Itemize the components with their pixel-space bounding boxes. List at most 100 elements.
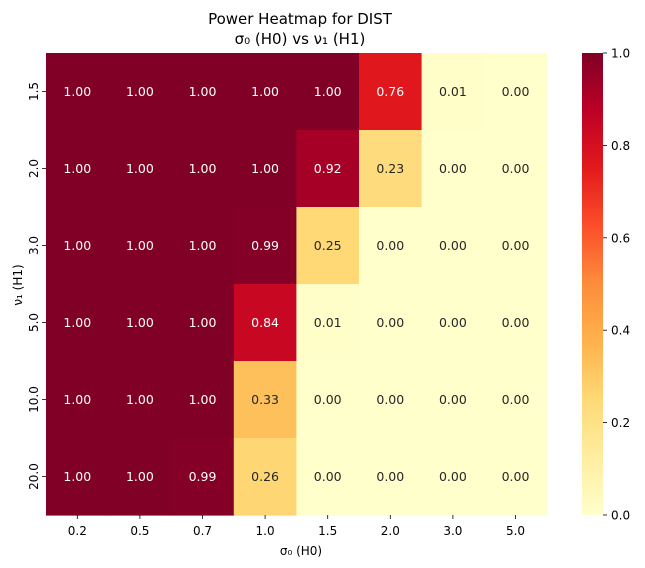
x-tick-label: 2.0 bbox=[381, 524, 400, 538]
colorbar-tick-label: 0.6 bbox=[611, 231, 630, 245]
cell-value-label: 0.00 bbox=[502, 84, 530, 99]
cell-value-label: 0.00 bbox=[439, 238, 467, 253]
heatmap-cell bbox=[233, 53, 297, 131]
x-tick-label: 5.0 bbox=[506, 524, 525, 538]
heatmap-cell-labels: 1.00 1.00 1.00 1.00 1.00 0.76 0.01 0.00 1.00 1.00… bbox=[63, 84, 529, 484]
cell-value-label: 1.00 bbox=[126, 392, 154, 407]
cell-value-label: 0.00 bbox=[314, 392, 342, 407]
colorbar-tick-label: 0.8 bbox=[611, 139, 630, 153]
colorbar-tick-label: 1.0 bbox=[611, 47, 630, 61]
heatmap-cell bbox=[108, 438, 172, 516]
x-tick-label: 1.0 bbox=[256, 524, 275, 538]
cell-value-label: 1.00 bbox=[63, 315, 91, 330]
cell-value-label: 1.00 bbox=[126, 84, 154, 99]
cell-value-label: 0.00 bbox=[376, 238, 404, 253]
heatmap-cell bbox=[46, 53, 110, 131]
cell-value-label: 0.00 bbox=[502, 392, 530, 407]
heatmap-cell bbox=[484, 207, 548, 285]
cell-value-label: 0.99 bbox=[251, 238, 279, 253]
colorbar-ticks: 0.0 0.2 0.4 0.6 0.8 1.0 bbox=[603, 47, 630, 523]
heatmap-cell bbox=[233, 284, 297, 362]
heatmap-cell bbox=[484, 53, 548, 131]
cell-value-label: 0.00 bbox=[502, 161, 530, 176]
cell-value-label: 0.84 bbox=[251, 315, 279, 330]
cell-value-label: 1.00 bbox=[189, 161, 217, 176]
heatmap-cell bbox=[171, 438, 235, 516]
cell-value-label: 0.26 bbox=[251, 469, 279, 484]
cell-value-label: 0.92 bbox=[314, 161, 342, 176]
cell-value-label: 1.00 bbox=[63, 392, 91, 407]
cell-value-label: 0.33 bbox=[251, 392, 279, 407]
y-tick-label: 2.0 bbox=[27, 159, 41, 178]
heatmap-cell bbox=[108, 53, 172, 131]
cell-value-label: 0.00 bbox=[314, 469, 342, 484]
cell-value-label: 0.01 bbox=[314, 315, 342, 330]
cell-value-label: 1.00 bbox=[63, 238, 91, 253]
y-tick-label: 5.0 bbox=[27, 313, 41, 332]
x-tick-label: 1.5 bbox=[318, 524, 337, 538]
x-tick-label: 0.2 bbox=[68, 524, 87, 538]
cell-value-label: 1.00 bbox=[189, 84, 217, 99]
cell-value-label: 0.25 bbox=[314, 238, 342, 253]
heatmap-cell bbox=[233, 438, 297, 516]
cell-value-label: 1.00 bbox=[126, 469, 154, 484]
heatmap-cell bbox=[171, 207, 235, 285]
cell-value-label: 0.00 bbox=[439, 315, 467, 330]
heatmap-cell bbox=[421, 361, 485, 439]
y-tick-label: 1.5 bbox=[27, 82, 41, 101]
colorbar-tick-label: 0.4 bbox=[611, 324, 630, 338]
chart-subtitle: σ₀ (H0) vs ν₁ (H1) bbox=[235, 30, 366, 48]
cell-value-label: 0.76 bbox=[376, 84, 404, 99]
cell-value-label: 0.00 bbox=[439, 392, 467, 407]
cell-value-label: 1.00 bbox=[63, 161, 91, 176]
heatmap-cell bbox=[421, 207, 485, 285]
y-tick-label: 10.0 bbox=[27, 386, 41, 413]
heatmap-cell bbox=[484, 130, 548, 208]
cell-value-label: 1.00 bbox=[189, 392, 217, 407]
heatmap-cell bbox=[171, 284, 235, 362]
heatmap-cell bbox=[421, 438, 485, 516]
heatmap-cell bbox=[359, 130, 423, 208]
cell-value-label: 1.00 bbox=[63, 469, 91, 484]
heatmap-cells bbox=[46, 53, 548, 516]
heatmap-cell bbox=[108, 361, 172, 439]
cell-value-label: 1.00 bbox=[63, 84, 91, 99]
cell-value-label: 0.01 bbox=[439, 84, 467, 99]
cell-value-label: 0.00 bbox=[502, 315, 530, 330]
heatmap-cell bbox=[46, 361, 110, 439]
cell-value-label: 1.00 bbox=[189, 315, 217, 330]
heatmap-cell bbox=[296, 53, 360, 131]
chart-title: Power Heatmap for DIST bbox=[208, 10, 393, 28]
x-tick-label: 3.0 bbox=[443, 524, 462, 538]
heatmap-cell bbox=[359, 284, 423, 362]
y-tick-label: 20.0 bbox=[27, 463, 41, 490]
colorbar-tick-label: 0.0 bbox=[611, 509, 630, 523]
heatmap-cell bbox=[359, 361, 423, 439]
y-axis-label: ν₁ (H1) bbox=[11, 264, 25, 305]
heatmap-cell bbox=[108, 207, 172, 285]
heatmap-cell bbox=[296, 361, 360, 439]
y-tick-label: 3.0 bbox=[27, 236, 41, 255]
heatmap-cell bbox=[46, 438, 110, 516]
cell-value-label: 0.00 bbox=[376, 392, 404, 407]
heatmap-cell bbox=[46, 284, 110, 362]
heatmap-cell bbox=[171, 130, 235, 208]
cell-value-label: 0.00 bbox=[376, 315, 404, 330]
heatmap-cell bbox=[484, 361, 548, 439]
cell-value-label: 0.00 bbox=[502, 238, 530, 253]
x-axis-ticks: 0.2 0.5 0.7 1.0 1.5 2.0 3.0 5.0 bbox=[68, 515, 525, 538]
heatmap-cell bbox=[233, 361, 297, 439]
cell-value-label: 0.00 bbox=[376, 469, 404, 484]
y-axis-ticks: 1.5 2.0 3.0 5.0 10.0 20.0 bbox=[27, 82, 46, 490]
heatmap-cell bbox=[296, 438, 360, 516]
heatmap-cell bbox=[233, 207, 297, 285]
cell-value-label: 1.00 bbox=[251, 84, 279, 99]
heatmap-cell bbox=[421, 130, 485, 208]
heatmap-cell bbox=[233, 130, 297, 208]
cell-value-label: 0.00 bbox=[439, 161, 467, 176]
cell-value-label: 1.00 bbox=[126, 238, 154, 253]
heatmap-cell bbox=[108, 284, 172, 362]
cell-value-label: 1.00 bbox=[251, 161, 279, 176]
heatmap-cell bbox=[421, 53, 485, 131]
